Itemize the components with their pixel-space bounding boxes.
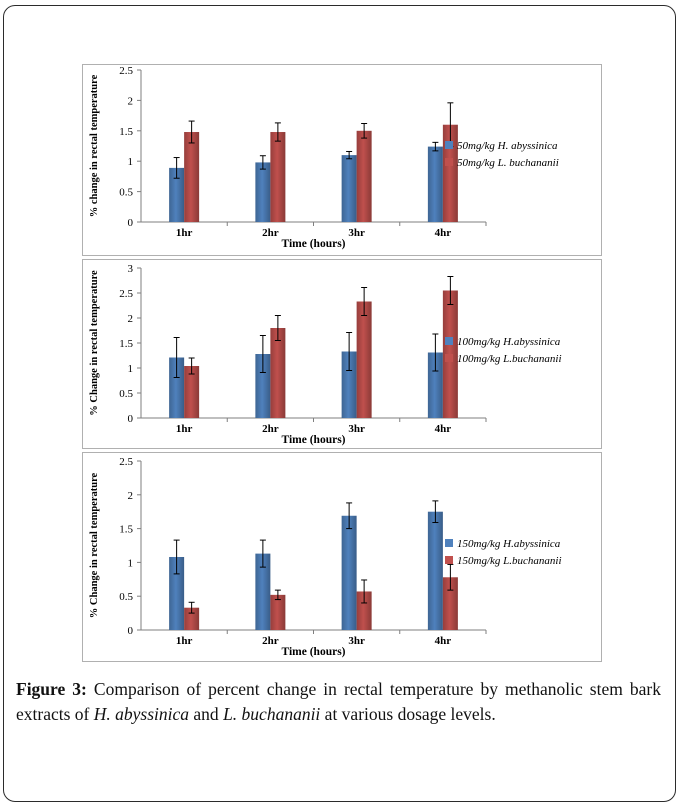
caption-species-2: L. buchananii <box>223 704 321 724</box>
x-tick-label: 1hr <box>176 227 193 239</box>
chart-panel-100mg: 0 0.5 1 1.5 2 2.5 3 1hr 2hr 3hr 4hr Time (hours) % C… <box>82 259 602 449</box>
y-tick-label: 2.5 <box>119 288 133 300</box>
legend-label: 150mg/kg H.abyssinica <box>457 538 561 550</box>
legend-label: 150mg/kg L.buchananii <box>457 555 562 567</box>
x-tick-label: 3hr <box>348 227 365 239</box>
x-tick-label: 4hr <box>435 423 452 435</box>
y-axis-title: % Change in rectal temperature <box>89 270 100 416</box>
x-tick-label: 2hr <box>262 635 279 647</box>
y-tick-label: 0 <box>128 413 134 425</box>
bar <box>356 130 372 222</box>
legend-label: 100mg/kg H.abyssinica <box>457 336 561 348</box>
bar <box>356 301 372 418</box>
caption-text-1: Comparison of percent change in rectal t… <box>16 679 661 724</box>
x-tick-label: 2hr <box>262 423 279 435</box>
bar <box>341 351 357 418</box>
y-tick-label: 1.5 <box>119 338 133 350</box>
figure-frame <box>3 5 676 802</box>
x-tick-label: 4hr <box>435 227 452 239</box>
x-axis-title: Time (hours) <box>282 238 346 250</box>
chart-150mg: 0 0.5 1 1.5 2 2.5 1hr 2hr 3hr 4hr Time (hours) % Ch… <box>89 456 562 658</box>
x-axis-title: Time (hours) <box>282 434 346 446</box>
y-axis-title: % change in rectal temperature <box>89 74 100 217</box>
bar <box>270 594 286 630</box>
chart-100mg: 0 0.5 1 1.5 2 2.5 3 1hr 2hr 3hr 4hr Time (hours) % C… <box>89 263 562 446</box>
bar <box>169 556 185 630</box>
legend-swatch <box>445 158 453 166</box>
y-tick-label: 1 <box>128 557 134 569</box>
y-tick-label: 0.5 <box>119 187 133 199</box>
bar <box>169 357 185 418</box>
bar <box>341 515 357 630</box>
caption-species-1: H. abyssinica <box>93 704 190 724</box>
chart-panel-150mg: 0 0.5 1 1.5 2 2.5 1hr 2hr 3hr 4hr Time (hours) % Ch… <box>82 452 602 662</box>
caption-label: Figure 3: <box>16 679 87 699</box>
x-tick-label: 3hr <box>348 635 365 647</box>
bar <box>341 155 357 222</box>
y-tick-label: 1.5 <box>119 524 133 536</box>
bar <box>270 328 286 418</box>
chart-50mg: 0 0.5 1 1.5 2 2.5 1hr 2hr 3hr 4hr Time (hours) % ch… <box>89 65 559 250</box>
y-tick-label: 0.5 <box>119 591 133 603</box>
chart-panel-50mg: 0 0.5 1 1.5 2 2.5 1hr 2hr 3hr 4hr Time (hours) % ch… <box>82 64 602 256</box>
legend-swatch <box>445 141 453 149</box>
bar <box>255 553 271 630</box>
y-tick-label: 2.5 <box>119 65 133 77</box>
bar <box>356 591 372 630</box>
x-tick-label: 3hr <box>348 423 365 435</box>
legend-label: 100mg/kg L.buchananii <box>457 353 562 365</box>
x-tick-label: 1hr <box>176 635 193 647</box>
y-tick-label: 2.5 <box>119 456 133 468</box>
bar <box>169 167 185 222</box>
y-tick-label: 1.5 <box>119 126 133 138</box>
x-tick-label: 4hr <box>435 635 452 647</box>
bar <box>255 354 271 418</box>
legend-swatch <box>445 354 453 362</box>
bar <box>184 607 200 630</box>
legend-swatch <box>445 539 453 547</box>
y-tick-label: 1 <box>128 363 134 375</box>
caption-text-2: and <box>189 704 224 724</box>
y-tick-label: 0 <box>128 217 134 229</box>
figure-caption: Figure 3: Comparison of percent change i… <box>16 677 661 727</box>
bar <box>427 511 443 630</box>
bar <box>184 132 200 222</box>
x-tick-label: 1hr <box>176 423 193 435</box>
y-tick-label: 1 <box>128 156 134 168</box>
bar <box>442 124 458 222</box>
y-tick-label: 0.5 <box>119 388 133 400</box>
bar <box>427 146 443 222</box>
x-tick-label: 2hr <box>262 227 279 239</box>
y-tick-label: 2 <box>128 313 134 325</box>
bar <box>427 352 443 418</box>
bar <box>270 132 286 222</box>
x-axis-title: Time (hours) <box>282 646 346 658</box>
caption-text-3: at various dosage levels. <box>320 704 496 724</box>
legend-label: 50mg/kg L. buchananii <box>457 157 559 169</box>
bar <box>184 366 200 418</box>
legend-swatch <box>445 556 453 564</box>
y-tick-label: 0 <box>128 625 134 637</box>
y-tick-label: 2 <box>128 95 134 107</box>
y-axis-title: % Change in rectal temperature <box>89 472 100 618</box>
bar <box>255 162 271 222</box>
y-tick-label: 2 <box>128 490 134 502</box>
legend-label: 50mg/kg H. abyssinica <box>457 140 558 152</box>
bar <box>442 577 458 630</box>
legend-swatch <box>445 337 453 345</box>
y-tick-label: 3 <box>128 263 134 275</box>
